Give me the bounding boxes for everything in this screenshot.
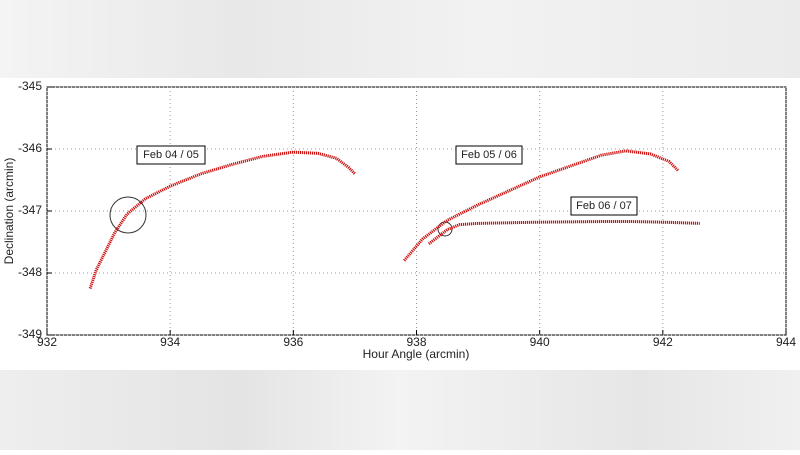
background-top: [0, 0, 800, 78]
x-tick-label: 942: [653, 335, 673, 349]
x-tick-label: 938: [406, 335, 426, 349]
data-line: [427, 220, 700, 246]
y-tick-label: -346: [18, 141, 42, 155]
x-tick-label: 940: [530, 335, 550, 349]
x-tick-label: 944: [776, 335, 796, 349]
y-tick-label: -349: [18, 327, 42, 341]
x-axis-label: Hour Angle (arcmin): [363, 347, 470, 361]
x-tick-label: 932: [37, 335, 57, 349]
y-axis-label: Declination (arcmin): [2, 158, 16, 265]
series-label: Feb 04 / 05: [143, 149, 199, 161]
x-tick-label: 934: [160, 335, 180, 349]
annotation-box: [455, 145, 523, 165]
y-tick-label: -345: [18, 79, 42, 93]
y-tick-label: -348: [18, 265, 42, 279]
data-line: [88, 150, 356, 289]
series-label: Feb 06 / 07: [576, 200, 632, 212]
annotation-box: [136, 145, 206, 165]
highlight-circle: [109, 196, 147, 234]
series-label: Feb 05 / 06: [461, 149, 517, 161]
y-tick-label: -347: [18, 203, 42, 217]
background-bottom: [0, 370, 800, 450]
annotation-box: [570, 196, 638, 216]
data-line: [403, 149, 680, 262]
x-tick-label: 936: [283, 335, 303, 349]
